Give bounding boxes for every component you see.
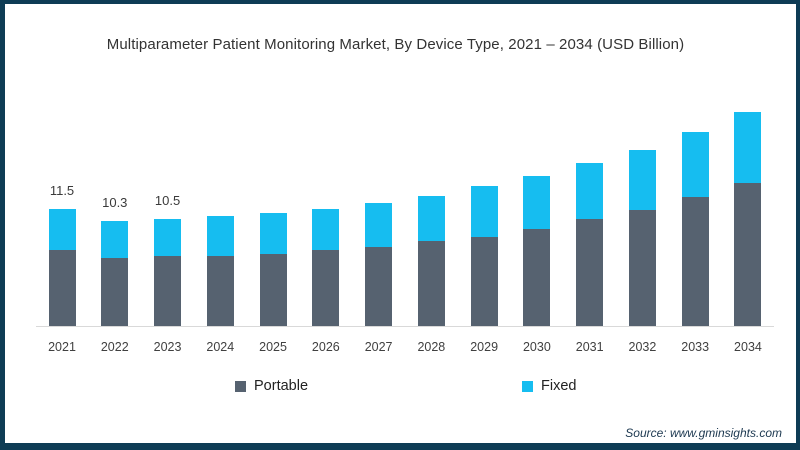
bar-segment-portable-2031 [576,219,604,327]
bar-column-2022: 10.3 [89,195,141,327]
bar-segment-portable-2034 [734,183,762,327]
bar-segment-portable-2029 [470,236,498,327]
x-axis-line [36,326,774,327]
legend-label-fixed: Fixed [541,378,577,394]
bar-column-2028 [405,195,457,327]
legend-label-portable: Portable [254,378,309,394]
total-label-2022: 10.3 [102,195,128,211]
bar-segment-fixed-2028 [417,195,445,241]
bar-segment-fixed-2032 [628,149,656,210]
x-axis-label-2031: 2031 [575,340,604,354]
bar-segment-fixed-2022 [101,221,129,259]
source-note: Source: www.gminsights.com [625,426,782,440]
x-axis-label-2024: 2024 [206,340,235,354]
bar-segment-fixed-2021 [48,209,76,250]
x-axis-label-2032: 2032 [628,340,657,354]
bar-segment-fixed-2024 [206,216,234,257]
bar-segment-portable-2033 [681,196,709,327]
legend-item-fixed: Fixed [522,378,576,394]
bar-segment-portable-2028 [417,240,445,327]
chart-title: Multiparameter Patient Monitoring Market… [106,36,685,53]
x-axis-label-2022: 2022 [100,340,129,354]
bar-segment-fixed-2030 [523,176,551,229]
bar-segment-fixed-2031 [576,162,604,220]
bar-column-2026 [300,209,352,327]
bar-segment-fixed-2029 [470,186,498,237]
bar-segment-fixed-2026 [312,209,340,250]
bar-segment-fixed-2034 [734,111,762,184]
bar-segment-portable-2026 [312,250,340,327]
bar-column-2027 [353,202,405,327]
x-axis-label-2021: 2021 [48,340,76,354]
bars-container: 11.5 10.3 10.5 [36,96,774,327]
bar-segment-fixed-2033 [681,132,709,197]
bar-column-2023: 10.5 [142,193,194,327]
legend-swatch-fixed-icon [522,380,533,392]
total-label-2023: 10.5 [154,193,181,209]
bar-segment-portable-2027 [365,247,393,327]
bar-segment-portable-2022 [101,258,129,327]
x-axis-label-2027: 2027 [364,340,393,354]
bar-segment-portable-2024 [206,256,234,327]
x-axis-label-2028: 2028 [417,340,446,354]
bar-segment-portable-2025 [259,254,287,327]
legend: Portable Fixed [5,378,796,396]
bar-segment-portable-2023 [154,256,182,327]
bar-segment-fixed-2025 [259,213,287,255]
bar-segment-fixed-2027 [365,202,393,247]
legend-swatch-portable-icon [235,380,246,392]
bar-column-2033 [669,132,721,327]
x-axis-label-2023: 2023 [153,340,182,354]
bar-segment-portable-2032 [628,210,656,327]
bar-column-2030 [511,176,563,327]
legend-item-portable: Portable [235,378,308,394]
x-axis-label-2025: 2025 [259,340,287,354]
bar-column-2032 [616,149,668,327]
x-axis-label-2029: 2029 [470,340,499,354]
bar-segment-portable-2030 [523,228,551,327]
bar-column-2025 [247,213,299,327]
bar-column-2034 [722,111,774,327]
bar-column-2029 [458,186,510,327]
x-axis-label-2026: 2026 [311,340,340,354]
x-axis-labels: 2021 2022 2023 2024 2025 2026 2027 2028 2029 2030… [36,340,774,354]
x-axis-label-2033: 2033 [681,340,710,354]
bar-column-2024 [194,216,246,327]
x-axis-label-2030: 2030 [522,340,551,354]
x-axis-label-2034: 2034 [734,340,762,354]
bar-column-2021: 11.5 [36,183,88,327]
bar-segment-portable-2021 [48,250,76,327]
bar-column-2031 [564,162,616,327]
total-label-2021: 11.5 [49,183,75,198]
plot-area: 11.5 10.3 10.5 [36,96,774,327]
bar-segment-fixed-2023 [154,219,182,257]
